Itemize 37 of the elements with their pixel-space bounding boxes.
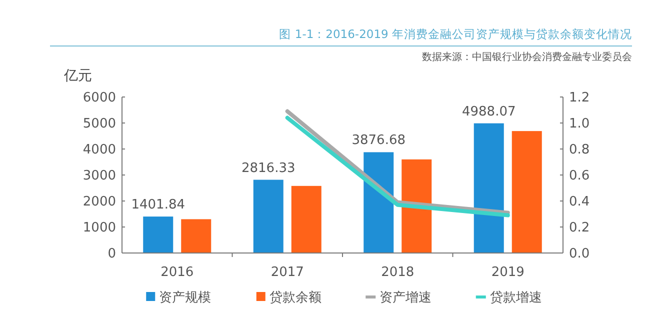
- chart-title: 图 1-1：2016-2019 年消费金融公司资产规模与贷款余额变化情况: [279, 27, 632, 41]
- x-tick-label: 2019: [491, 265, 524, 280]
- data-label: 1401.84: [131, 198, 186, 213]
- y2-tick-label: 0.8: [569, 142, 590, 158]
- y-tick-label: 3000: [82, 168, 116, 184]
- data-label: 2816.33: [241, 160, 296, 176]
- y-tick-label: 1000: [82, 220, 116, 236]
- bar: [512, 131, 542, 253]
- y-axis-title: 亿元: [63, 68, 92, 84]
- y-tick-label: 5000: [82, 116, 116, 132]
- bar: [474, 123, 504, 253]
- y2-tick-label: 0.4: [569, 194, 590, 210]
- x-tick-label: 2018: [381, 265, 414, 280]
- y-tick-label: 2000: [82, 194, 116, 210]
- y2-tick-label: 0.0: [569, 246, 590, 262]
- bar: [253, 180, 284, 253]
- source-note: 数据来源：中国银行业协会消费金融专业委员会: [422, 51, 632, 63]
- y2-tick-label: 0.2: [569, 220, 590, 236]
- x-tick-label: 2016: [160, 265, 194, 280]
- y-tick-label: 0: [108, 246, 116, 262]
- x-tick-label: 2017: [270, 265, 304, 280]
- bar: [181, 219, 212, 253]
- y-tick-label: 6000: [82, 90, 116, 106]
- bar: [143, 216, 174, 253]
- y2-tick-label: 1.2: [569, 90, 590, 106]
- bar: [364, 152, 394, 253]
- bar: [402, 159, 432, 253]
- y2-tick-label: 0.6: [569, 168, 590, 184]
- bar: [291, 186, 322, 253]
- y2-tick-label: 1.0: [569, 116, 590, 132]
- legend-label: 资产增速: [380, 290, 432, 306]
- legend-label: 贷款增速: [490, 290, 542, 306]
- data-label: 3876.68: [352, 133, 406, 148]
- data-label: 4988.07: [462, 104, 516, 120]
- legend-label: 资产规模: [159, 290, 212, 306]
- legend-label: 贷款余额: [269, 290, 322, 306]
- y-tick-label: 4000: [82, 142, 116, 158]
